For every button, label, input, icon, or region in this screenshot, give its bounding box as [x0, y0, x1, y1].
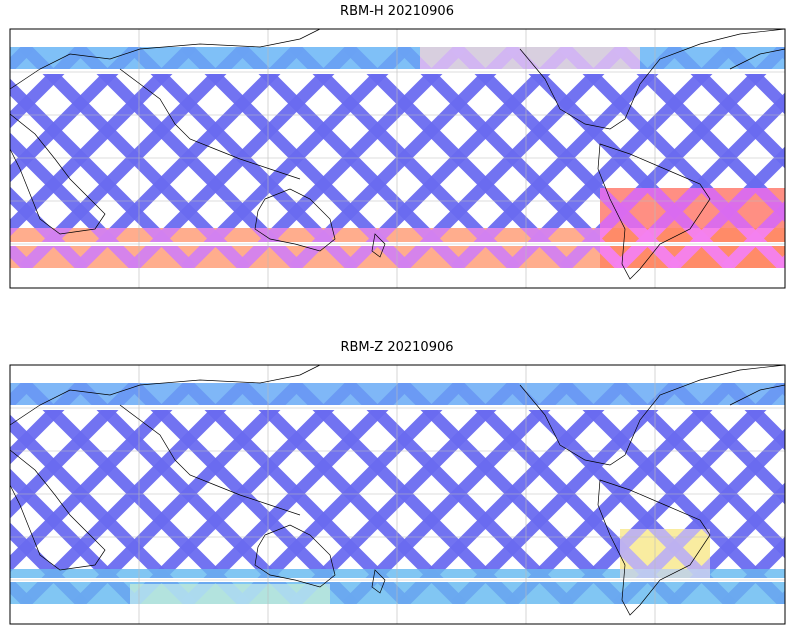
swath	[10, 383, 142, 519]
swath	[181, 383, 412, 604]
map-panel	[9, 364, 786, 625]
map-panel	[9, 28, 786, 289]
swath	[10, 47, 142, 183]
swath	[559, 383, 785, 604]
panel-frame	[9, 28, 786, 289]
panel-title: RBM-Z 20210906	[340, 340, 453, 355]
swath	[10, 47, 88, 129]
swath-zone	[130, 584, 330, 604]
swath	[10, 383, 196, 573]
swath	[343, 383, 574, 604]
swath-zone	[600, 188, 785, 268]
panel-frame	[9, 364, 786, 625]
gap-row	[10, 69, 785, 74]
swath	[721, 47, 785, 115]
swath	[19, 383, 250, 604]
swath	[10, 383, 88, 465]
swath-zone	[10, 47, 785, 69]
swath	[127, 383, 358, 604]
swath	[721, 536, 785, 604]
swath	[721, 383, 785, 451]
swath-zone	[10, 383, 785, 405]
swath	[397, 383, 628, 604]
swath	[10, 47, 196, 237]
swath	[505, 383, 736, 604]
swath	[10, 522, 88, 604]
panel-title: RBM-H 20210906	[340, 4, 454, 19]
swath	[235, 383, 466, 604]
swath	[73, 383, 304, 604]
swath-zone	[620, 529, 710, 579]
gap-row	[10, 405, 785, 410]
swath	[289, 383, 520, 604]
